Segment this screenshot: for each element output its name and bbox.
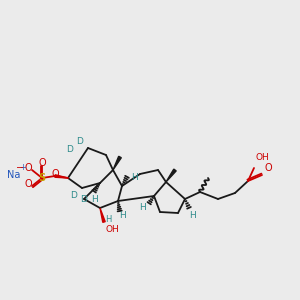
Polygon shape bbox=[100, 208, 105, 222]
Text: O: O bbox=[38, 158, 46, 168]
Text: H: H bbox=[140, 203, 146, 212]
Text: OH: OH bbox=[256, 152, 270, 161]
Text: D: D bbox=[76, 137, 83, 146]
Text: O: O bbox=[24, 179, 32, 189]
Text: −: − bbox=[16, 163, 24, 173]
Text: H: H bbox=[120, 212, 126, 220]
Text: S: S bbox=[38, 173, 46, 183]
Polygon shape bbox=[55, 175, 68, 178]
Text: H: H bbox=[91, 196, 98, 205]
Polygon shape bbox=[113, 156, 121, 170]
Text: H: H bbox=[132, 172, 138, 182]
Text: D: D bbox=[81, 196, 87, 205]
Text: D: D bbox=[70, 191, 77, 200]
Text: H: H bbox=[189, 211, 195, 220]
Text: O: O bbox=[51, 169, 59, 179]
Text: D: D bbox=[67, 146, 73, 154]
Text: +: + bbox=[20, 164, 26, 172]
Polygon shape bbox=[166, 169, 176, 182]
Text: Na: Na bbox=[7, 170, 21, 180]
Text: H: H bbox=[105, 215, 111, 224]
Text: O: O bbox=[24, 163, 32, 173]
Text: OH: OH bbox=[105, 224, 119, 233]
Text: O: O bbox=[264, 163, 272, 173]
